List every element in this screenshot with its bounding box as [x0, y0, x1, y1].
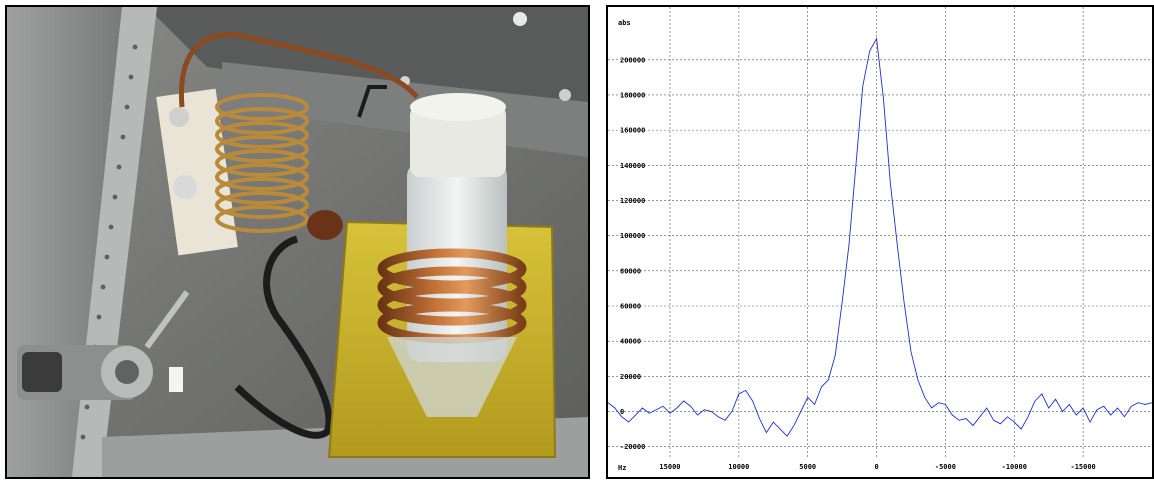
y-tick-label: 80000: [620, 267, 641, 275]
y-tick-label: 20000: [620, 373, 641, 381]
y-tick-label: 100000: [620, 232, 645, 240]
x-axis-label: Hz: [618, 464, 626, 472]
spectrum-chart: 200000 180000 160000 140000 120000 100000 8000…: [606, 5, 1154, 479]
y-tick-label: 0: [620, 408, 624, 416]
y-axis-label: abs: [618, 19, 631, 27]
x-tick-label: 5000: [799, 463, 816, 471]
y-tick-label: 60000: [620, 302, 641, 310]
circuit-photo: [5, 5, 590, 479]
y-tick-labels: 2000001800001600001400001200001000008000…: [620, 56, 645, 451]
y-tick-label: 180000: [620, 91, 645, 99]
spectrum-plot: 2000001800001600001400001200001000008000…: [608, 7, 1152, 472]
x-tick-label: 0: [874, 463, 878, 471]
y-tick-label: -20000: [620, 443, 645, 451]
y-tick-label: 40000: [620, 338, 641, 346]
y-tick-label: 140000: [620, 162, 645, 170]
y-tick-label: 200000: [620, 56, 645, 64]
x-tick-label: 15000: [659, 463, 680, 471]
x-tick-labels: 15000 10000 5000 0 -5000 -10000 -15000: [659, 463, 1095, 471]
x-tick-label: -15000: [1070, 463, 1095, 471]
x-tick-label: -5000: [935, 463, 956, 471]
x-tick-label: -10000: [1002, 463, 1027, 471]
series-line: [608, 37, 1152, 437]
x-tick-label: 10000: [728, 463, 749, 471]
circuit-photo-illustration: [7, 7, 588, 477]
y-tick-label: 120000: [620, 197, 645, 205]
grid: [608, 7, 1152, 459]
y-tick-label: 160000: [620, 127, 645, 135]
